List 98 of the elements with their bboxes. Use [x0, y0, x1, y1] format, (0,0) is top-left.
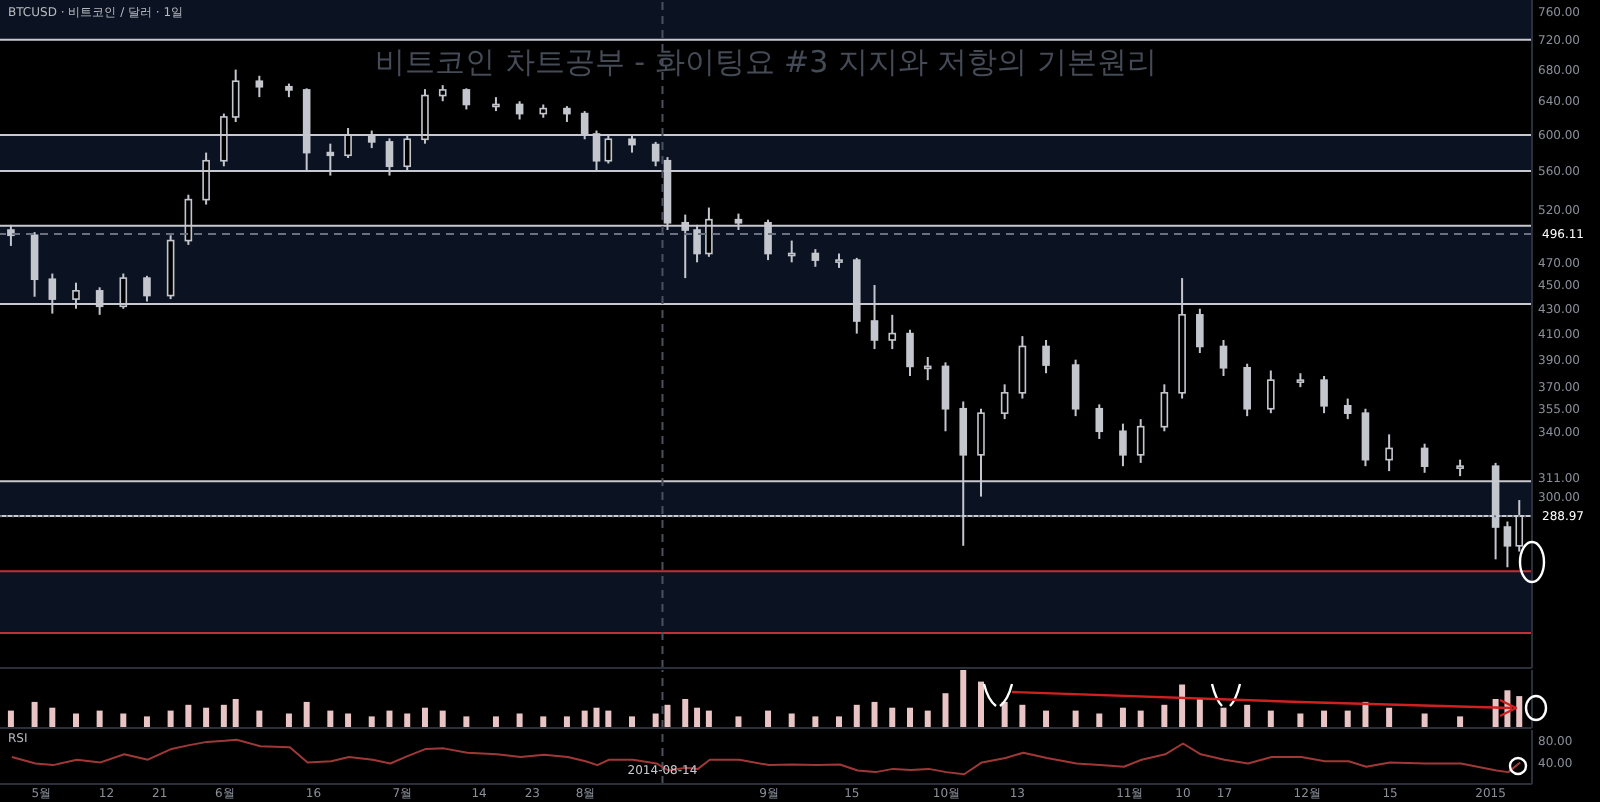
bar: [1344, 710, 1351, 728]
bar: [652, 713, 659, 728]
bar: [942, 693, 949, 728]
candlestick: [651, 140, 660, 168]
candlestick: [1160, 383, 1169, 433]
bar: [256, 710, 263, 728]
candlestick: [1385, 433, 1393, 473]
bar: [871, 701, 878, 728]
candlestick: [1071, 358, 1080, 418]
bar: [924, 710, 931, 728]
bar: [1043, 710, 1050, 728]
candlestick: [1000, 383, 1009, 421]
candlestick: [923, 356, 932, 382]
bar: [563, 716, 570, 728]
bar: [694, 707, 701, 728]
bar: [421, 707, 428, 728]
bar: [705, 710, 712, 728]
bar: [1161, 704, 1168, 728]
text: 비트코인 차트공부 - 화이팅요 #3 지지와 저항의 기본원리: [373, 44, 1159, 82]
bar: [1321, 710, 1328, 728]
bar: [386, 710, 393, 728]
bar: [232, 699, 239, 728]
bar: [1096, 713, 1103, 728]
bar: [516, 713, 523, 728]
candlestick: [1219, 338, 1228, 377]
bar: [812, 716, 819, 728]
candlestick: [1042, 338, 1050, 375]
bar: [1516, 696, 1523, 728]
bar: [439, 710, 446, 728]
bar: [1386, 707, 1393, 728]
bar: [167, 710, 174, 728]
bar: [1196, 699, 1203, 728]
bar: [1001, 701, 1008, 728]
bar: [492, 716, 499, 728]
bar: [1267, 710, 1274, 728]
bar: [285, 713, 292, 728]
bar: [1421, 713, 1428, 728]
bar: [735, 716, 742, 728]
candlestick: [888, 313, 897, 351]
bar: [907, 707, 913, 728]
bar: [605, 710, 612, 728]
bar: [1297, 713, 1304, 728]
candlestick: [1136, 418, 1145, 464]
bar: [1019, 704, 1026, 728]
bar: [49, 707, 56, 728]
candlestick: [906, 328, 914, 377]
bar: [682, 699, 689, 728]
bar: [220, 704, 227, 728]
bar: [853, 704, 860, 728]
bar: [345, 713, 352, 728]
bar: [836, 716, 843, 728]
candlestick: [1420, 442, 1429, 474]
bar: [540, 716, 547, 728]
bar: [1072, 710, 1079, 728]
bar: [203, 707, 210, 728]
bar: [889, 707, 896, 728]
candlestick: [1503, 520, 1512, 569]
bar: [1244, 704, 1251, 728]
bar: [664, 704, 671, 728]
bar: [120, 713, 127, 728]
bar: [303, 701, 310, 728]
bar: [1220, 707, 1227, 728]
bar: [143, 716, 150, 728]
bar: [404, 713, 411, 728]
bar: [7, 710, 14, 728]
bar: [463, 716, 470, 728]
bar: [765, 710, 772, 728]
bar: [72, 713, 79, 728]
bar: [1457, 716, 1464, 728]
bar: [1119, 707, 1126, 728]
candlestick: [462, 87, 471, 111]
candlestick: [1361, 407, 1370, 468]
bar: [96, 710, 103, 728]
bar: [327, 710, 334, 728]
candlestick: [1018, 335, 1027, 400]
candlestick: [1196, 307, 1204, 355]
candlestick: [1243, 362, 1251, 418]
candlestick: [1320, 374, 1328, 415]
bar: [593, 707, 600, 728]
bar: [629, 716, 635, 728]
bar: [1137, 710, 1144, 728]
candlestick: [255, 74, 264, 99]
bar: [368, 716, 375, 728]
bar: [581, 710, 588, 728]
bar: [960, 670, 967, 728]
candlestick: [231, 68, 240, 124]
bar: [185, 704, 192, 728]
bar: [31, 701, 38, 728]
bar: [977, 681, 984, 728]
bar: [1179, 684, 1186, 728]
candlestick: [1095, 403, 1104, 440]
candlestick: [1343, 397, 1352, 421]
candlestick: [1119, 422, 1127, 468]
candlestick: [787, 239, 796, 264]
bar: [788, 713, 795, 728]
candlestick: [1267, 369, 1275, 415]
candlestick: [941, 361, 950, 433]
candlestick: [30, 231, 39, 298]
